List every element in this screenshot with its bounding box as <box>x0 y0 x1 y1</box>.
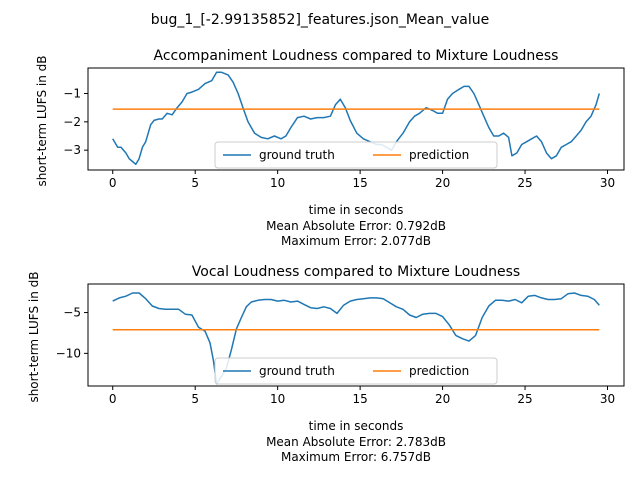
y-tick-label: −2 <box>63 115 81 129</box>
figure-title: bug_1_[-2.99135852]_features.json_Mean_v… <box>151 12 489 28</box>
legend-label: ground truth <box>259 148 335 162</box>
x-tick-label: 30 <box>600 176 615 190</box>
x-tick-label: 0 <box>109 176 117 190</box>
x-tick-label: 15 <box>352 176 367 190</box>
axes-frame <box>87 283 625 387</box>
y-tick-label: −1 <box>63 87 81 101</box>
x-tick-label: 15 <box>352 392 367 406</box>
ground-truth-line <box>112 71 601 166</box>
x-tick-label: 20 <box>435 392 450 406</box>
legend-label: ground truth <box>259 364 335 378</box>
legend: ground truth prediction <box>214 141 498 169</box>
x-tick-label: 25 <box>517 176 532 190</box>
mean-absolute-error-note: Mean Absolute Error: 0.792dB <box>266 219 446 233</box>
legend: ground truth prediction <box>214 357 498 385</box>
legend-label: prediction <box>409 364 469 378</box>
x-axis-label: time in seconds <box>309 203 404 217</box>
y-axis-label: short-term LUFS in dB <box>27 271 41 402</box>
maximum-error-note: Maximum Error: 2.077dB <box>281 234 431 248</box>
y-axis-label: short-term LUFS in dB <box>35 55 49 186</box>
x-tick-label: 20 <box>435 176 450 190</box>
x-tick-label: 0 <box>109 392 117 406</box>
accompaniment-chart: Accompaniment Loudness compared to Mixtu… <box>35 48 625 248</box>
legend-box <box>214 357 498 385</box>
y-tick-label: −5 <box>63 306 81 320</box>
x-tick-label: 10 <box>270 176 285 190</box>
x-tick-label: 25 <box>517 392 532 406</box>
x-tick-label: 5 <box>191 176 199 190</box>
axes-frame <box>87 67 625 171</box>
y-tick-label: −10 <box>56 346 81 360</box>
x-tick-label: 30 <box>600 392 615 406</box>
legend-box <box>214 141 498 169</box>
x-axis-label: time in seconds <box>309 419 404 433</box>
vocal-chart: Vocal Loudness compared to Mixture Loudn… <box>27 264 625 464</box>
legend-label: prediction <box>409 148 469 162</box>
maximum-error-note: Maximum Error: 6.757dB <box>281 450 431 464</box>
chart-title: Vocal Loudness compared to Mixture Loudn… <box>192 264 520 280</box>
x-tick-label: 5 <box>191 392 199 406</box>
chart-title: Accompaniment Loudness compared to Mixtu… <box>154 48 559 64</box>
mean-absolute-error-note: Mean Absolute Error: 2.783dB <box>266 435 446 449</box>
ground-truth-line <box>112 292 600 385</box>
x-tick-label: 10 <box>270 392 285 406</box>
y-tick-label: −3 <box>63 143 81 157</box>
